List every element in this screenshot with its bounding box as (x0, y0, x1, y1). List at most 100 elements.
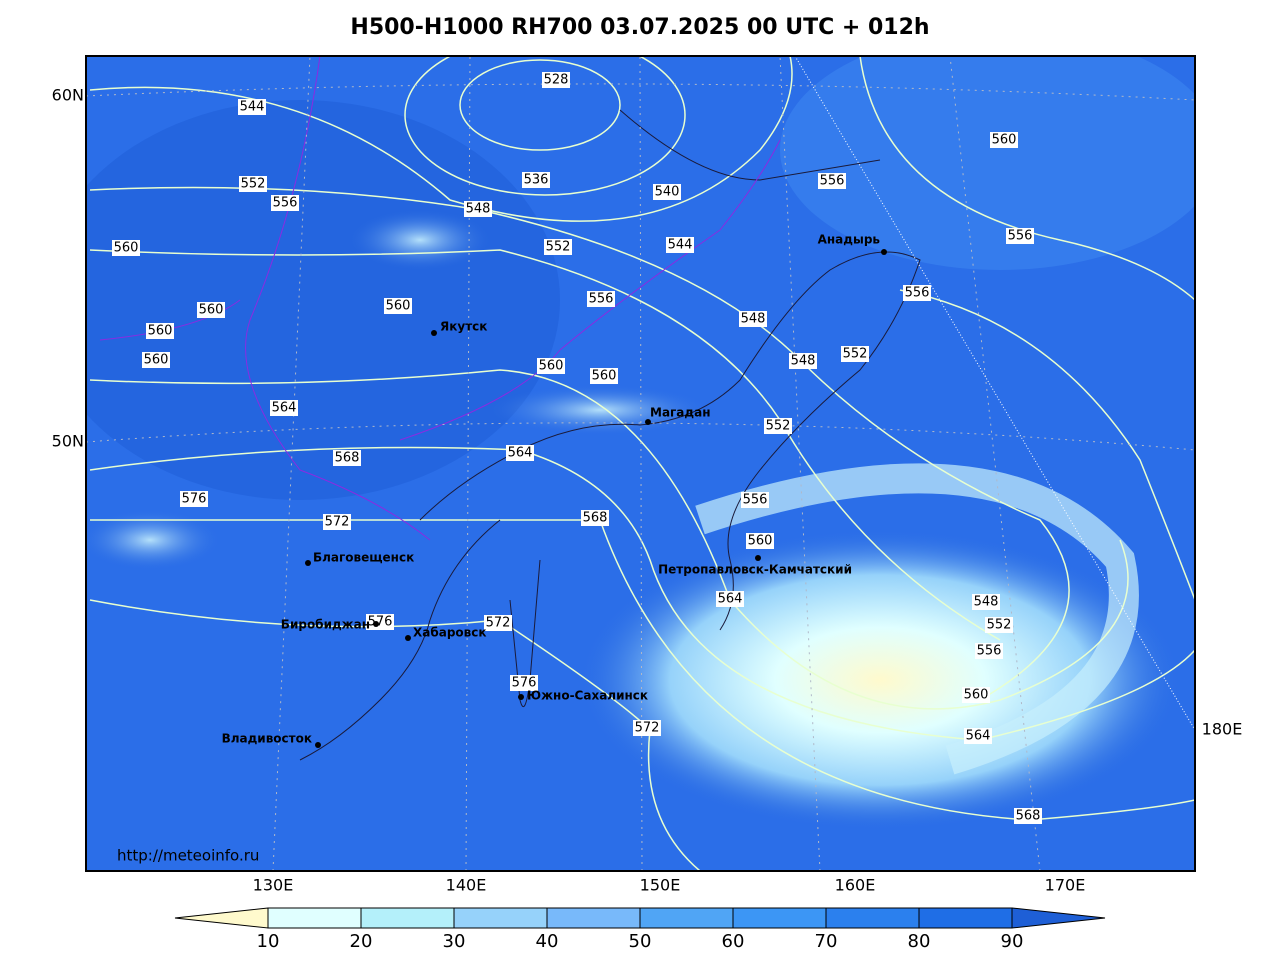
contour-label: 560 (148, 324, 173, 339)
humidity-band (695, 463, 1139, 775)
contour-label-box (323, 514, 351, 530)
contour-label: 556 (905, 286, 930, 301)
contour-label: 560 (539, 359, 564, 374)
contour-label: 540 (655, 185, 680, 200)
colorbar-segment (825, 907, 920, 929)
colorbar-tick-label: 50 (629, 931, 652, 952)
contour-label: 552 (766, 419, 791, 434)
contour-label-box (990, 132, 1018, 148)
contour-label-box (510, 675, 538, 691)
contour-label-box (975, 643, 1003, 659)
city-marker (518, 694, 524, 700)
contour-label-box (972, 594, 1000, 610)
contour-label: 548 (741, 312, 766, 327)
colorbar-tick-label: 40 (536, 931, 559, 952)
contour-label: 556 (977, 644, 1002, 659)
contour-label-box (142, 352, 170, 368)
contour-label-box (464, 201, 492, 217)
contour-label-box (366, 614, 394, 630)
contour-label: 556 (589, 292, 614, 307)
contour-labels: 528 536 540 544 544 548 548 548 548 552 552 552 552 5… (112, 72, 1042, 824)
colorbar-segment (732, 907, 827, 929)
colorbar-segment (546, 907, 641, 929)
city-marker (373, 621, 379, 627)
colorbar-tick-label: 80 (908, 931, 931, 952)
colorbar-segment (453, 907, 548, 929)
contour-label-box (741, 492, 769, 508)
contour-label: 568 (1016, 809, 1041, 824)
contour-label-box (964, 728, 992, 744)
contour-label-box (841, 346, 869, 362)
contour-label: 568 (335, 451, 360, 466)
colorbar-segment (360, 907, 455, 929)
contour-label: 564 (508, 446, 533, 461)
contour-label: 576 (182, 492, 207, 507)
contour-label-box (633, 720, 661, 736)
contour-label-box (197, 302, 225, 318)
contour-label: 528 (544, 73, 569, 88)
contour-label-box (146, 323, 174, 339)
city-marker (881, 249, 887, 255)
contour-label: 556 (273, 196, 298, 211)
contour-label: 556 (743, 493, 768, 508)
contour-label-box (789, 353, 817, 369)
colorbar-tick-label: 90 (1001, 931, 1024, 952)
colorbar-tick-label: 20 (350, 931, 373, 952)
contour-label-box (962, 687, 990, 703)
city-marker (755, 555, 761, 561)
contour-label: 556 (820, 174, 845, 189)
contour-label-box (271, 195, 299, 211)
contour-label: 560 (964, 688, 989, 703)
contour-label-box (333, 450, 361, 466)
city-name: Благовещенск (313, 551, 414, 565)
humidity-field (490, 385, 710, 435)
contour-label: 560 (592, 369, 617, 384)
contour-label: 544 (668, 238, 693, 253)
contour-label: 576 (368, 615, 393, 630)
contour-label-box (739, 311, 767, 327)
contour-label: 552 (546, 240, 571, 255)
city-name: Анадырь (818, 233, 881, 247)
colorbar-segment (918, 907, 1013, 929)
contour-label: 572 (325, 515, 350, 530)
contour-label-box (716, 591, 744, 607)
contour-label-box (238, 99, 266, 115)
contour-label-box (818, 173, 846, 189)
contour-label: 552 (241, 177, 266, 192)
contour-label: 564 (718, 592, 743, 607)
city-name: Якутск (440, 320, 487, 334)
contour-label: 548 (974, 595, 999, 610)
lon-label: 140E (446, 876, 487, 895)
contour-label: 564 (966, 729, 991, 744)
colorbar-tick-label: 60 (722, 931, 745, 952)
contour-label: 548 (791, 354, 816, 369)
colorbar-over (1011, 907, 1106, 929)
contour-label: 552 (987, 618, 1012, 633)
contour-label: 544 (240, 100, 265, 115)
contour-label-box (653, 184, 681, 200)
contour-label-box (112, 240, 140, 256)
colorbar-under (174, 907, 269, 929)
contour-label-box (903, 285, 931, 301)
colorbar-tick-label: 30 (443, 931, 466, 952)
contour-label-box (666, 237, 694, 253)
contour-label-box (581, 510, 609, 526)
contour-label-box (544, 239, 572, 255)
contour-label: 560 (199, 303, 224, 318)
contour-label-box (542, 72, 570, 88)
lon-label: 130E (253, 876, 294, 895)
contour-label: 560 (144, 353, 169, 368)
colorbar: 10 20 30 40 50 60 70 80 90 (174, 907, 1106, 952)
graticule (86, 56, 1195, 871)
colorbar-tick-label: 10 (257, 931, 280, 952)
contour-label-box (384, 298, 412, 314)
contour-label: 568 (583, 511, 608, 526)
city-name: Петропавловск-Камчатский (658, 563, 852, 577)
contour-label: 536 (524, 173, 549, 188)
axis-labels: 60N 50N 130E 140E 150E 160E 170E 180E (52, 86, 1243, 895)
map-area: 528 536 540 544 544 548 548 548 548 552 552 552 552 5… (86, 56, 1195, 871)
city-name: Владивосток (222, 732, 312, 746)
contour-label: 560 (748, 534, 773, 549)
city-marker (305, 560, 311, 566)
contour-label-box (180, 491, 208, 507)
